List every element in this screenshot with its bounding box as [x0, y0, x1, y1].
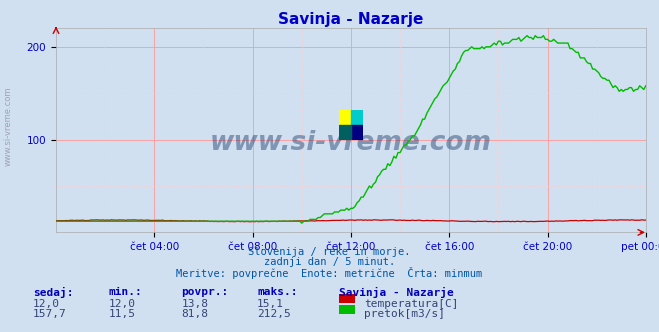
Text: www.si-vreme.com: www.si-vreme.com: [210, 129, 492, 156]
Text: 212,5: 212,5: [257, 309, 291, 319]
Bar: [351, 110, 362, 124]
Text: maks.:: maks.:: [257, 287, 297, 297]
Text: 15,1: 15,1: [257, 299, 284, 309]
Text: 81,8: 81,8: [181, 309, 208, 319]
Text: 13,8: 13,8: [181, 299, 208, 309]
Text: 12,0: 12,0: [33, 299, 60, 309]
Text: min.:: min.:: [109, 287, 142, 297]
Text: 12,0: 12,0: [109, 299, 136, 309]
Text: Slovenija / reke in morje.: Slovenija / reke in morje.: [248, 247, 411, 257]
Text: Savinja - Nazarje: Savinja - Nazarje: [339, 287, 454, 298]
Text: www.si-vreme.com: www.si-vreme.com: [3, 86, 13, 166]
Bar: [339, 110, 351, 124]
Text: Meritve: povprečne  Enote: metrične  Črta: minmum: Meritve: povprečne Enote: metrične Črta:…: [177, 267, 482, 279]
Bar: [339, 124, 351, 139]
Text: pretok[m3/s]: pretok[m3/s]: [364, 309, 445, 319]
Text: 11,5: 11,5: [109, 309, 136, 319]
Text: temperatura[C]: temperatura[C]: [364, 299, 459, 309]
Text: sedaj:: sedaj:: [33, 287, 73, 298]
Bar: [351, 124, 362, 139]
Text: zadnji dan / 5 minut.: zadnji dan / 5 minut.: [264, 257, 395, 267]
Title: Savinja - Nazarje: Savinja - Nazarje: [278, 12, 424, 27]
Text: povpr.:: povpr.:: [181, 287, 229, 297]
Text: 157,7: 157,7: [33, 309, 67, 319]
